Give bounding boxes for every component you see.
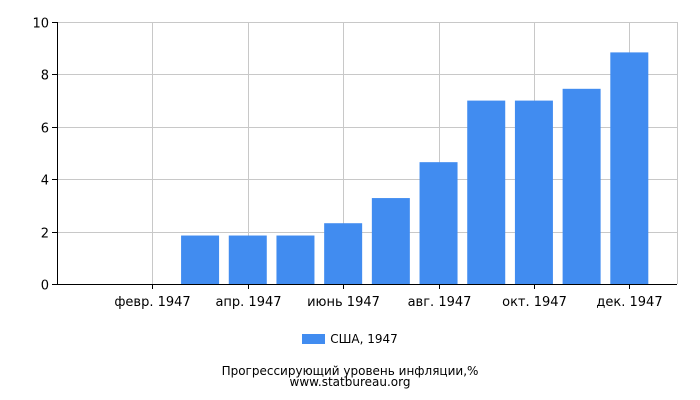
legend-label: США, 1947 xyxy=(330,332,398,346)
y-tick-label: 8 xyxy=(41,69,49,84)
y-tick-label: 4 xyxy=(41,174,49,189)
bar-chart: 0 2 4 6 8 10 февр. 1947 апр. 1947 июнь 1947 авг.… xyxy=(32,17,678,310)
x-tick-label: февр. 1947 xyxy=(114,295,190,310)
x-tick-label: окт. 1947 xyxy=(502,295,567,310)
legend-item: США, 1947 xyxy=(302,332,398,346)
bar xyxy=(610,52,649,284)
axes xyxy=(52,22,677,289)
bar xyxy=(371,198,410,284)
y-tick-label: 10 xyxy=(32,17,49,32)
x-tick-labels: февр. 1947 апр. 1947 июнь 1947 авг. 1947 окт… xyxy=(114,295,662,310)
x-tick-label: июнь 1947 xyxy=(307,295,380,310)
bar xyxy=(562,88,601,284)
bars xyxy=(181,52,649,284)
y-tick-label: 2 xyxy=(41,227,49,242)
legend-swatch xyxy=(302,334,326,344)
y-tick-labels: 0 2 4 6 8 10 xyxy=(32,17,49,294)
x-tick-label: авг. 1947 xyxy=(408,295,472,310)
bar xyxy=(419,162,458,284)
chart-title: Прогрессирующий уровень инфляции,% xyxy=(221,364,479,378)
bar xyxy=(228,235,267,284)
x-tick-label: дек. 1947 xyxy=(596,295,662,310)
bar xyxy=(514,100,553,284)
bar xyxy=(324,223,363,284)
y-tick-label: 6 xyxy=(41,122,49,137)
y-tick-label: 0 xyxy=(41,279,49,294)
legend: США, 1947 xyxy=(0,332,700,347)
bar xyxy=(181,235,220,284)
bar xyxy=(467,100,506,284)
chart-subtitle: www.statbureau.org xyxy=(289,375,411,389)
x-tick-label: апр. 1947 xyxy=(215,295,281,310)
bar xyxy=(276,235,315,284)
